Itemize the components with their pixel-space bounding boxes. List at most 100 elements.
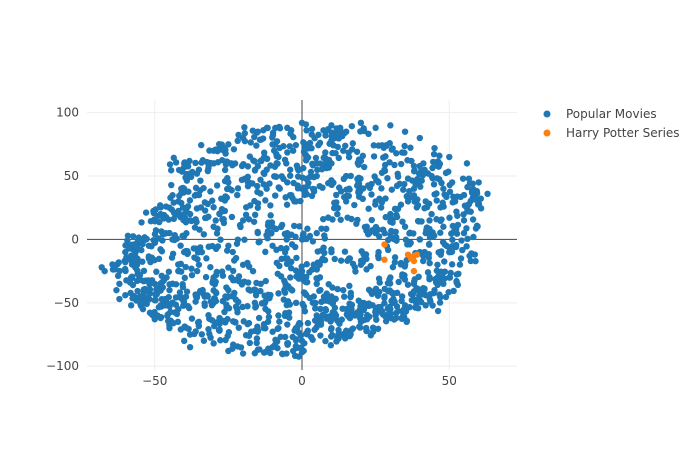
popular-movie-point[interactable]: [225, 185, 232, 192]
popular-movie-point[interactable]: [303, 175, 310, 183]
popular-movie-point[interactable]: [256, 238, 263, 245]
popular-movie-point[interactable]: [314, 166, 321, 174]
legend[interactable]: Popular Movies Harry Potter Series: [543, 107, 680, 140]
popular-movie-point[interactable]: [333, 191, 340, 199]
popular-movie-point[interactable]: [430, 181, 438, 188]
popular-movie-point[interactable]: [403, 318, 410, 326]
popular-movie-point[interactable]: [196, 187, 204, 194]
popular-movie-point[interactable]: [201, 207, 209, 214]
popular-movie-point[interactable]: [282, 284, 289, 291]
popular-movie-point[interactable]: [313, 266, 321, 273]
popular-movie-point[interactable]: [349, 325, 357, 332]
popular-movie-point[interactable]: [304, 319, 312, 327]
popular-movie-point[interactable]: [164, 311, 172, 318]
popular-movie-point[interactable]: [300, 232, 307, 240]
popular-movie-point[interactable]: [426, 234, 434, 241]
popular-movie-point[interactable]: [265, 219, 272, 226]
popular-movie-point[interactable]: [322, 337, 329, 345]
popular-movie-point[interactable]: [414, 304, 422, 312]
popular-movie-point[interactable]: [463, 243, 470, 250]
popular-movie-point[interactable]: [204, 292, 211, 299]
popular-movie-point[interactable]: [244, 173, 252, 181]
popular-movie-point[interactable]: [373, 316, 380, 323]
popular-movie-point[interactable]: [183, 170, 190, 178]
popular-movie-point[interactable]: [424, 269, 432, 276]
popular-movie-point[interactable]: [324, 125, 332, 133]
popular-movie-point[interactable]: [313, 229, 320, 237]
popular-movie-point[interactable]: [210, 340, 217, 347]
popular-movie-point[interactable]: [267, 162, 274, 169]
popular-movie-point[interactable]: [298, 263, 305, 270]
popular-movie-point[interactable]: [446, 153, 453, 161]
popular-movie-point[interactable]: [179, 184, 187, 192]
popular-movie-point[interactable]: [344, 257, 351, 264]
popular-movie-point[interactable]: [291, 352, 299, 360]
popular-movie-point[interactable]: [249, 180, 256, 187]
popular-movie-point[interactable]: [257, 287, 264, 295]
popular-movie-point[interactable]: [182, 293, 190, 300]
popular-movie-point[interactable]: [200, 231, 208, 238]
popular-movie-point[interactable]: [297, 332, 305, 339]
popular-movie-point[interactable]: [223, 284, 230, 291]
popular-movie-point[interactable]: [185, 304, 193, 312]
popular-movie-point[interactable]: [391, 205, 399, 213]
popular-movie-point[interactable]: [428, 210, 435, 218]
popular-movie-point[interactable]: [306, 139, 314, 147]
popular-movie-point[interactable]: [438, 277, 446, 285]
popular-movie-point[interactable]: [195, 322, 203, 330]
popular-movie-point[interactable]: [372, 201, 379, 208]
popular-movie-point[interactable]: [217, 236, 224, 243]
popular-movie-point[interactable]: [232, 319, 239, 326]
popular-movie-point[interactable]: [210, 297, 217, 305]
popular-movie-point[interactable]: [320, 215, 327, 223]
popular-movie-point[interactable]: [165, 268, 173, 275]
popular-movie-point[interactable]: [180, 164, 188, 171]
popular-movie-point[interactable]: [128, 273, 136, 280]
popular-movie-point[interactable]: [276, 144, 283, 152]
popular-movie-point[interactable]: [474, 201, 482, 208]
popular-movie-point[interactable]: [140, 286, 148, 293]
popular-movie-point[interactable]: [406, 303, 413, 311]
popular-movie-point[interactable]: [225, 329, 233, 336]
popular-movie-point[interactable]: [166, 303, 173, 310]
popular-movie-point[interactable]: [320, 293, 328, 300]
popular-movie-point[interactable]: [422, 302, 429, 309]
popular-movie-point[interactable]: [214, 243, 222, 250]
popular-movie-point[interactable]: [367, 262, 374, 270]
popular-movie-point[interactable]: [215, 326, 223, 334]
popular-movie-point[interactable]: [423, 204, 431, 211]
popular-movie-point[interactable]: [426, 259, 433, 267]
popular-movie-point[interactable]: [393, 150, 400, 157]
popular-movie-point[interactable]: [439, 199, 446, 206]
popular-movie-point[interactable]: [282, 194, 289, 201]
popular-movie-point[interactable]: [410, 288, 418, 295]
popular-movie-point[interactable]: [133, 258, 141, 265]
popular-movie-point[interactable]: [166, 161, 174, 168]
popular-movie-point[interactable]: [401, 128, 409, 135]
popular-movie-point[interactable]: [433, 216, 440, 223]
popular-movie-point[interactable]: [278, 255, 285, 263]
popular-movie-point[interactable]: [283, 160, 290, 167]
popular-movie-point[interactable]: [416, 236, 424, 243]
popular-movie-point[interactable]: [192, 328, 199, 335]
popular-movie-point[interactable]: [343, 311, 351, 318]
popular-movie-point[interactable]: [212, 217, 219, 224]
popular-movie-point[interactable]: [315, 131, 322, 138]
popular-movie-point[interactable]: [232, 296, 240, 303]
popular-movie-point[interactable]: [257, 190, 264, 197]
popular-movie-point[interactable]: [325, 214, 332, 221]
popular-movie-point[interactable]: [168, 181, 175, 189]
popular-movie-point[interactable]: [292, 141, 300, 149]
popular-movie-point[interactable]: [345, 305, 352, 312]
popular-movie-point[interactable]: [420, 252, 427, 260]
popular-movie-point[interactable]: [193, 267, 201, 275]
popular-movie-point[interactable]: [171, 236, 178, 244]
popular-movie-point[interactable]: [389, 289, 396, 296]
popular-movie-point[interactable]: [266, 180, 273, 187]
popular-movie-point[interactable]: [123, 277, 130, 284]
popular-movie-point[interactable]: [253, 279, 260, 287]
popular-movie-point[interactable]: [360, 163, 368, 171]
popular-movie-point[interactable]: [166, 286, 173, 294]
popular-movie-point[interactable]: [140, 267, 148, 275]
popular-movie-point[interactable]: [465, 175, 473, 182]
